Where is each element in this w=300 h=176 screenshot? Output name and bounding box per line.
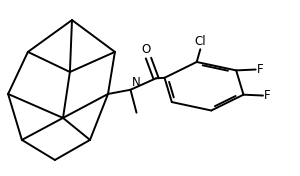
Text: O: O: [141, 43, 150, 56]
Text: N: N: [132, 76, 140, 89]
Text: F: F: [257, 63, 263, 76]
Text: F: F: [264, 89, 271, 102]
Text: Cl: Cl: [194, 35, 206, 48]
